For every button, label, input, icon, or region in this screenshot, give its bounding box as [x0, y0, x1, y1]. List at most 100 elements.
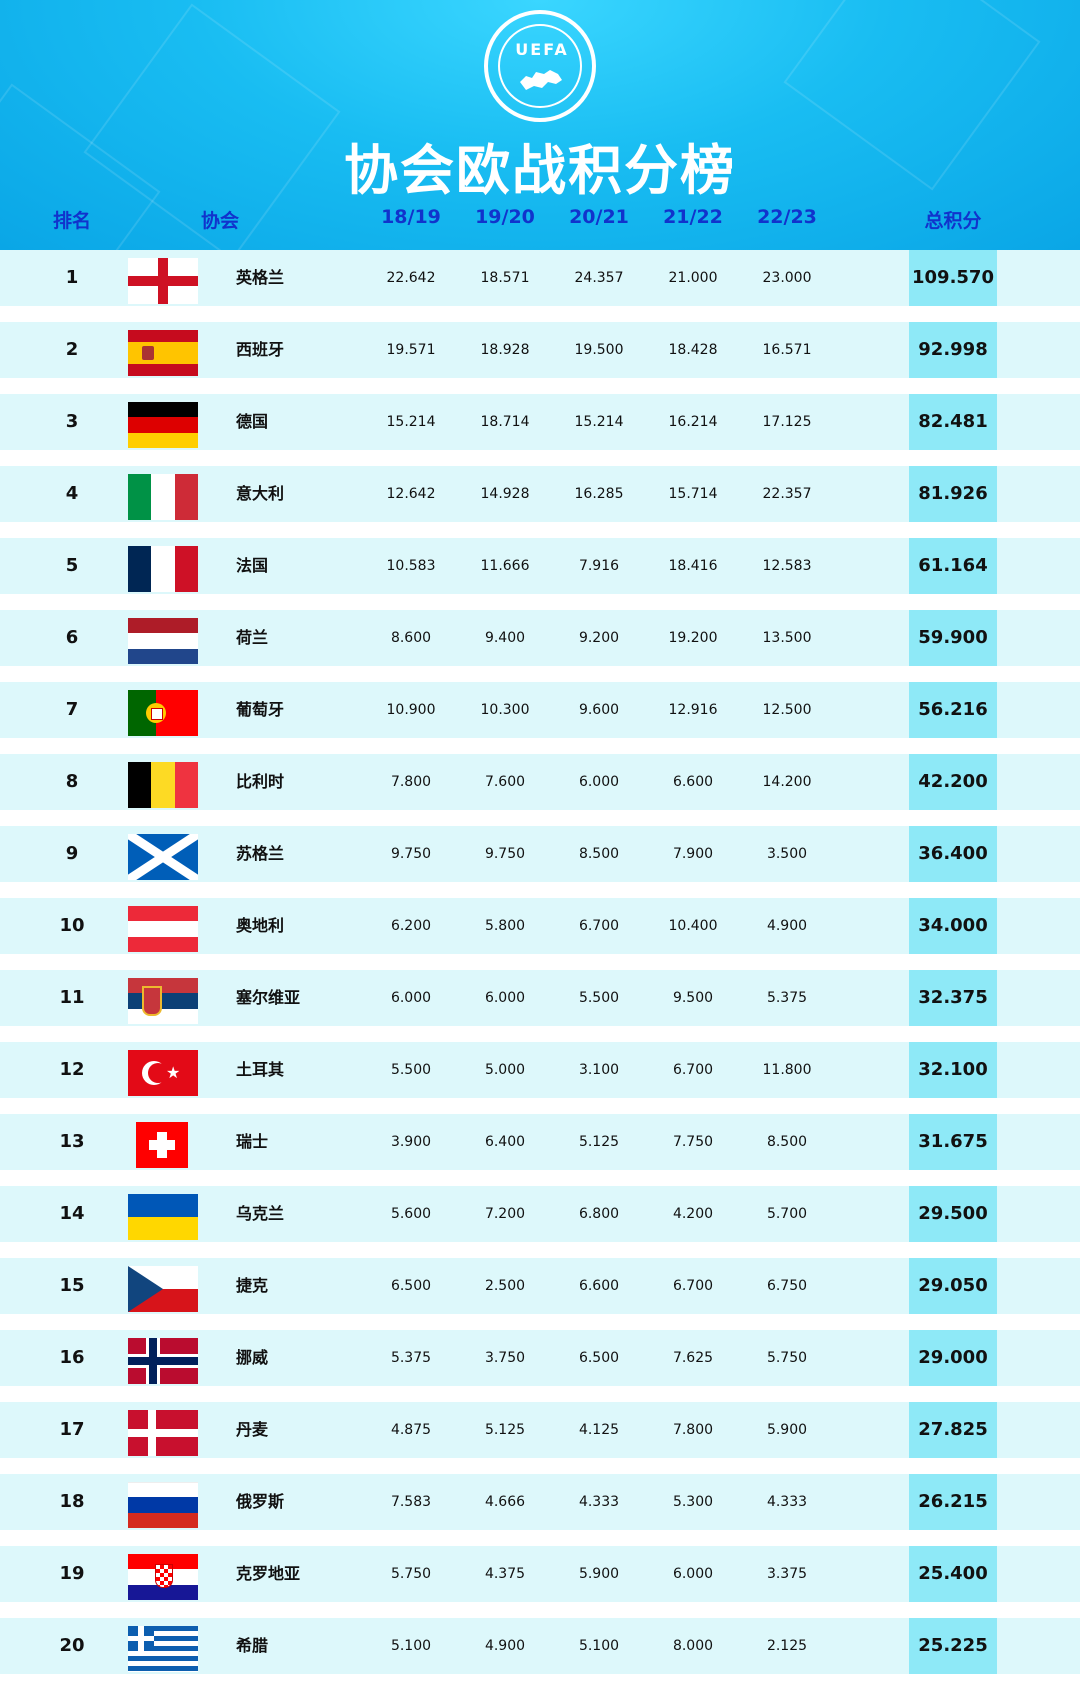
total-points: 25.400	[909, 1546, 997, 1602]
table-row: 6 荷兰 8.600 9.400 9.200 19.200 13.500 59.900	[0, 610, 1080, 666]
season-points: 10.300	[480, 702, 530, 718]
season-points: 6.600	[578, 1278, 620, 1294]
association-name: 比利时	[236, 772, 285, 791]
rank-cell: 13	[59, 1131, 85, 1152]
season-points: 6.700	[672, 1278, 714, 1294]
rank-cell: 16	[59, 1347, 85, 1368]
season-points: 6.750	[766, 1278, 808, 1294]
season-points: 15.214	[574, 414, 624, 430]
total-points: 34.000	[909, 898, 997, 954]
table-row: 18 俄罗斯 7.583 4.666 4.333 5.300 4.333 26.215	[0, 1474, 1080, 1530]
season-points: 17.125	[762, 414, 812, 430]
season-points: 6.000	[672, 1566, 714, 1582]
association-name: 希腊	[236, 1636, 269, 1655]
season-points: 11.800	[762, 1062, 812, 1078]
season-points: 7.600	[484, 774, 526, 790]
flag-germany-icon	[128, 402, 198, 448]
flag-belgium-icon	[128, 762, 198, 808]
rank-cell: 2	[65, 339, 79, 360]
season-points: 5.100	[390, 1638, 432, 1654]
season-points: 3.375	[766, 1566, 808, 1582]
total-points: 92.998	[909, 322, 997, 378]
logo-text: UEFA	[515, 40, 569, 59]
rank-cell: 4	[65, 483, 79, 504]
season-points: 7.800	[390, 774, 432, 790]
table-row: 15 捷克 6.500 2.500 6.600 6.700 6.750 29.050	[0, 1258, 1080, 1314]
table-row: 12 ★ 土耳其 5.500 5.000 3.100 6.700 11.800 32.100	[0, 1042, 1080, 1098]
season-points: 7.800	[672, 1422, 714, 1438]
total-points: 29.000	[909, 1330, 997, 1386]
rank-cell: 18	[59, 1491, 85, 1512]
association-name: 法国	[236, 556, 269, 575]
season-points: 4.125	[578, 1422, 620, 1438]
flag-spain-icon	[128, 330, 198, 376]
table-row: 4 意大利 12.642 14.928 16.285 15.714 22.357 81.926	[0, 466, 1080, 522]
season-points: 24.357	[574, 270, 624, 286]
season-points: 19.200	[668, 630, 718, 646]
season-points: 23.000	[762, 270, 812, 286]
season-points: 4.200	[672, 1206, 714, 1222]
total-points: 27.825	[909, 1402, 997, 1458]
table-row: 16 挪威 5.375 3.750 6.500 7.625 5.750 29.000	[0, 1330, 1080, 1386]
flag-england-icon	[128, 258, 198, 304]
column-header-1920: 19/20	[475, 206, 535, 228]
season-points: 15.214	[386, 414, 436, 430]
season-points: 7.900	[672, 846, 714, 862]
season-points: 14.928	[480, 486, 530, 502]
flag-italy-icon	[128, 474, 198, 520]
flag-russia-icon	[128, 1482, 198, 1528]
season-points: 4.666	[484, 1494, 526, 1510]
table-row: 3 德国 15.214 18.714 15.214 16.214 17.125 82.481	[0, 394, 1080, 450]
column-header-rank: 排名	[52, 210, 91, 232]
season-points: 16.571	[762, 342, 812, 358]
association-name: 克罗地亚	[236, 1564, 301, 1583]
season-points: 9.400	[484, 630, 526, 646]
europe-map-icon	[520, 70, 562, 90]
association-name: 英格兰	[236, 268, 285, 287]
season-points: 5.125	[484, 1422, 526, 1438]
season-points: 21.000	[668, 270, 718, 286]
rank-cell: 6	[65, 627, 79, 648]
season-points: 18.571	[480, 270, 530, 286]
rank-cell: 11	[59, 987, 85, 1008]
season-points: 3.900	[390, 1134, 432, 1150]
season-points: 6.600	[672, 774, 714, 790]
season-points: 4.900	[766, 918, 808, 934]
association-name: 葡萄牙	[236, 700, 285, 719]
table-row: 20 希腊 5.100 4.900 5.100 8.000 2.125 25.225	[0, 1618, 1080, 1674]
table-row: 11 塞尔维亚 6.000 6.000 5.500 9.500 5.375 32.375	[0, 970, 1080, 1026]
association-name: 德国	[236, 412, 269, 431]
association-name: 丹麦	[236, 1420, 269, 1439]
page-title: 协会欧战积分榜	[344, 139, 736, 202]
season-points: 6.700	[672, 1062, 714, 1078]
season-points: 12.583	[762, 558, 812, 574]
season-points: 9.200	[578, 630, 620, 646]
season-points: 9.750	[390, 846, 432, 862]
table-row: 19 克罗地亚 5.750 4.375 5.900 6.000 3.375 25.400	[0, 1546, 1080, 1602]
total-points: 26.215	[909, 1474, 997, 1530]
flag-greece-icon	[128, 1626, 198, 1672]
flag-croatia-icon	[128, 1554, 198, 1600]
total-points: 29.050	[909, 1258, 997, 1314]
season-points: 5.300	[672, 1494, 714, 1510]
season-points: 7.583	[390, 1494, 432, 1510]
association-name: 意大利	[236, 484, 285, 503]
flag-turkey-icon: ★	[128, 1050, 198, 1096]
association-name: 苏格兰	[236, 844, 285, 863]
total-points: 82.481	[909, 394, 997, 450]
rank-cell: 8	[65, 771, 79, 792]
season-points: 6.500	[578, 1350, 620, 1366]
column-header-2223: 22/23	[757, 206, 817, 228]
table-row: 13 瑞士 3.900 6.400 5.125 7.750 8.500 31.675	[0, 1114, 1080, 1170]
total-points: 36.400	[909, 826, 997, 882]
season-points: 16.214	[668, 414, 718, 430]
rank-cell: 17	[59, 1419, 85, 1440]
season-points: 5.600	[390, 1206, 432, 1222]
rank-cell: 7	[65, 699, 79, 720]
season-points: 6.200	[390, 918, 432, 934]
total-points: 25.225	[909, 1618, 997, 1674]
season-points: 11.666	[480, 558, 530, 574]
flag-switzerland-icon	[128, 1122, 198, 1168]
column-header-total: 总积分	[924, 210, 982, 232]
season-points: 5.800	[484, 918, 526, 934]
